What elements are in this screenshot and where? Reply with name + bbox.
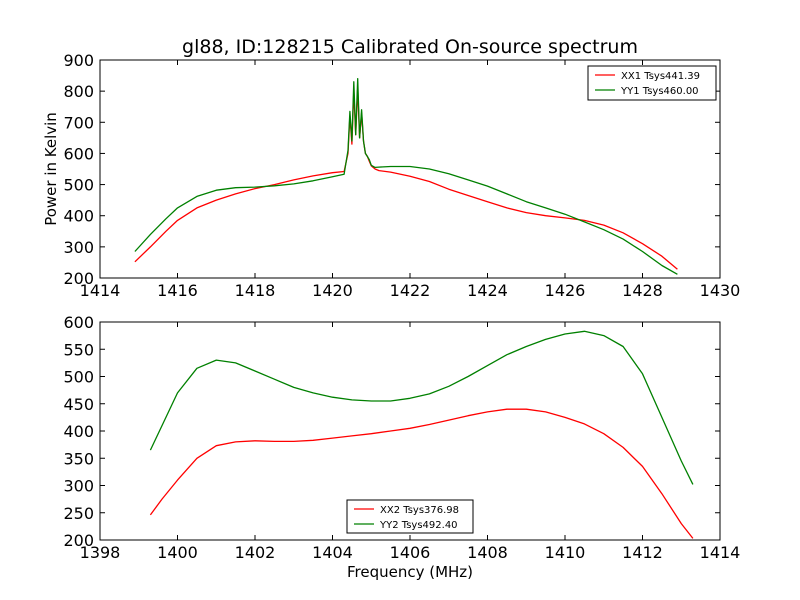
- legend-label-2: YY2 Tsys492.40: [379, 520, 458, 531]
- y-tick-label: 900: [63, 51, 94, 70]
- top-panel: 1414 1416 1418 1420 1422 1424 1426 1428 1430 200 3…: [42, 51, 740, 300]
- x-tick-label: 1408: [467, 543, 508, 562]
- x-tick-label: 1404: [312, 543, 353, 562]
- x-tick-label: 1424: [467, 281, 508, 300]
- legend-label-1: XX1 Tsys441.39: [621, 71, 700, 82]
- x-tick-label: 1414: [700, 543, 741, 562]
- y-tick-label: 250: [63, 504, 94, 523]
- y-tick-label: 550: [63, 340, 94, 359]
- x-tick-label: 1398: [80, 543, 121, 562]
- y-tick-label: 600: [63, 313, 94, 332]
- x-tick-label: 1400: [157, 543, 198, 562]
- series-line-1: [149, 408, 694, 539]
- legend: XX1 Tsys441.39 YY1 Tsys460.00: [587, 65, 717, 101]
- x-tick-label: 1428: [622, 281, 663, 300]
- legend: XX2 Tsys376.98 YY2 Tsys492.40: [346, 499, 474, 534]
- y-tick-label: 300: [63, 238, 94, 257]
- x-tick-label: 1426: [545, 281, 586, 300]
- y-tick-label: 200: [63, 531, 94, 550]
- y-tick-label: 400: [63, 207, 94, 226]
- y-tick-label: 700: [63, 113, 94, 132]
- y-axis-label: Power in Kelvin: [42, 112, 60, 226]
- y-tick-label: 300: [63, 477, 94, 496]
- series-line-1: [134, 87, 678, 270]
- y-tick-label: 400: [63, 422, 94, 441]
- x-tick-label: 1418: [235, 281, 276, 300]
- x-tick-label: 1416: [157, 281, 198, 300]
- figure-title: gl88, ID:128215 Calibrated On-source spe…: [182, 36, 638, 58]
- legend-box: [346, 499, 474, 534]
- y-tick-label: 350: [63, 449, 94, 468]
- y-tick-label: 800: [63, 82, 94, 101]
- x-axis-label: Frequency (MHz): [347, 563, 473, 581]
- legend-label-2: YY1 Tsys460.00: [620, 86, 699, 97]
- x-tick-label: 1422: [390, 281, 431, 300]
- legend-label-1: XX2 Tsys376.98: [380, 505, 459, 516]
- series-line-2: [149, 330, 694, 485]
- x-tick-label: 1412: [622, 543, 663, 562]
- x-tick-label: 1402: [235, 543, 276, 562]
- y-tick-label: 500: [63, 176, 94, 195]
- x-tick-label: 1430: [700, 281, 741, 300]
- legend-box: [587, 65, 717, 101]
- y-tick-label: 200: [63, 269, 94, 288]
- y-tick-label: 500: [63, 368, 94, 387]
- x-tick-label: 1420: [312, 281, 353, 300]
- y-tick-label: 450: [63, 395, 94, 414]
- x-tick-label: 1406: [390, 543, 431, 562]
- x-tick-label: 1414: [80, 281, 121, 300]
- y-tick-label: 600: [63, 144, 94, 163]
- bottom-panel: 1398 1400 1402 1404 1406 1408 1410 1412 1414 200 2…: [63, 313, 740, 581]
- x-tick-label: 1410: [545, 543, 586, 562]
- series-line-2: [134, 78, 678, 275]
